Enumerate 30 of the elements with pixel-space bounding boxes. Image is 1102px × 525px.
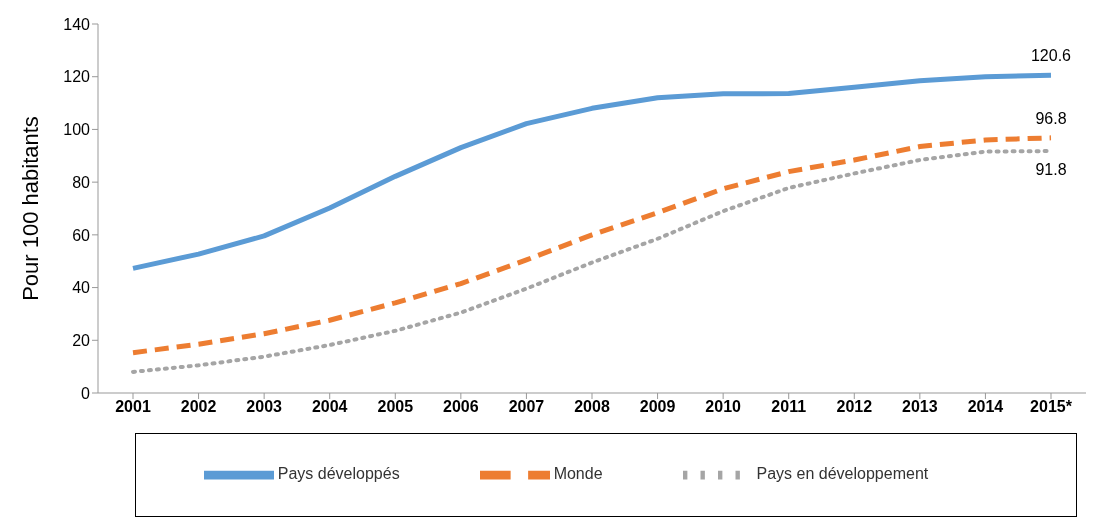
x-tick-label: 2010 bbox=[705, 398, 742, 416]
x-tick-label: 2004 bbox=[311, 398, 348, 416]
y-axis-title: Pour 100 habitants bbox=[17, 116, 43, 301]
legend-label: Pays développés bbox=[277, 465, 400, 483]
x-tick-label: 2015* bbox=[1030, 398, 1073, 416]
y-tick-label: 20 bbox=[72, 331, 91, 349]
x-tick-label: 2005 bbox=[377, 398, 414, 416]
y-tick-label: 80 bbox=[72, 173, 91, 191]
x-tick-label: 2008 bbox=[574, 398, 610, 416]
x-tick-label: 2009 bbox=[639, 398, 676, 416]
y-tick-label: 0 bbox=[81, 384, 91, 402]
x-tick-label: 2011 bbox=[771, 398, 807, 416]
x-tick-label: 2002 bbox=[180, 398, 217, 416]
y-tick-label: 40 bbox=[72, 279, 91, 297]
y-tick-label: 100 bbox=[63, 121, 91, 139]
x-tick-label: 2006 bbox=[443, 398, 479, 416]
x-tick-label: 2013 bbox=[902, 398, 938, 416]
x-tick-label: 2012 bbox=[836, 398, 873, 416]
data-label: 120.6 bbox=[1030, 47, 1072, 65]
data-label: 96.8 bbox=[1035, 109, 1067, 127]
x-tick-label: 2003 bbox=[246, 398, 283, 416]
data-label: 91.8 bbox=[1035, 161, 1067, 179]
x-tick-label: 2007 bbox=[508, 398, 545, 416]
x-tick-label: 2001 bbox=[115, 398, 151, 416]
legend-label: Monde bbox=[553, 465, 603, 483]
x-tick-label: 2014 bbox=[967, 398, 1004, 416]
y-tick-label: 120 bbox=[63, 68, 91, 86]
legend-label: Pays en développement bbox=[756, 465, 929, 483]
y-tick-label: 140 bbox=[63, 15, 91, 33]
y-tick-label: 60 bbox=[72, 226, 91, 244]
